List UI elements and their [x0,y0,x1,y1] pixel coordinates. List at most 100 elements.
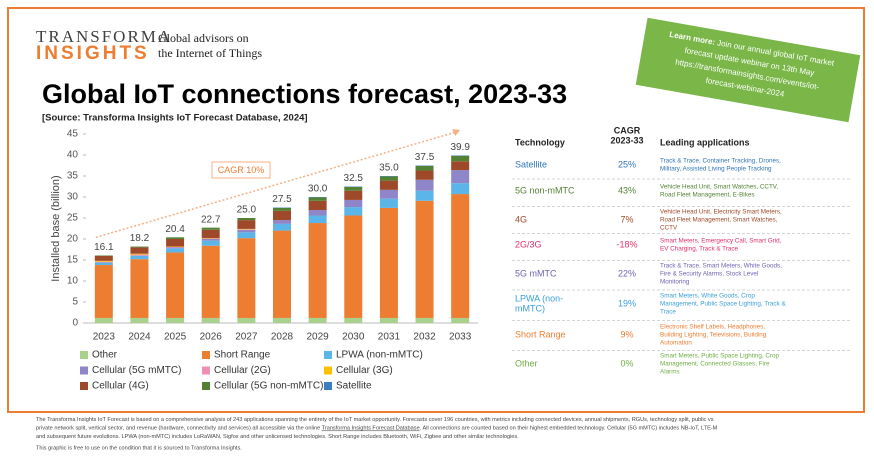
bar-segment [416,171,434,180]
row-cagr: 22% [618,268,636,278]
total-label: 35.0 [379,163,399,174]
row-applications: Automation [660,340,692,347]
row-cagr: 25% [618,159,636,169]
footer-text: private network split, vertical sector, … [36,426,718,432]
bar-segment [309,318,327,323]
footer-link[interactable]: Transforma Insights Forecast Database [322,426,420,432]
legend-label: Cellular (2G) [214,365,271,376]
legend-label: Cellular (5G mMTC) [92,365,181,376]
row-cagr: -18% [616,239,637,249]
bar-segment [202,246,220,318]
bar-segment [166,248,184,252]
bar-segment [344,215,362,317]
legend-swatch [324,382,332,390]
y-tick-label: 45 [67,129,79,140]
row-technology: Satellite [515,159,547,169]
x-tick-label: 2032 [413,332,436,343]
row-technology: 2G/3G [515,239,542,249]
row-applications: Road Fleet Management, Smart Watches, [660,217,778,224]
x-tick-label: 2033 [449,332,472,343]
bar-segment [273,211,291,220]
bar-segment [95,265,113,318]
bar-segment [130,247,148,248]
bar-segment [273,231,291,318]
x-tick-label: 2030 [342,332,365,343]
row-applications: Building Lighting, Televisions, Building [660,332,767,339]
table-header: Technology [515,137,565,147]
bar-segment [202,228,220,230]
annotation: CAGR 10% [218,165,265,175]
bar-segment [166,252,184,318]
row-technology: Short Range [515,329,566,339]
total-label: 16.1 [94,242,114,253]
row-technology: 5G mMTC [515,268,557,278]
y-tick-label: 30 [67,192,79,203]
bar-segment [416,201,434,318]
bar-segment [309,201,327,210]
bar-segment [237,238,255,318]
bar-segment [95,256,113,261]
footer-text: This graphic is free to use on the condi… [36,446,242,452]
table-header: CAGR [614,125,641,135]
total-label: 27.5 [272,194,292,205]
legend-label: Other [92,350,118,361]
total-label: 39.9 [450,142,470,153]
bar-segment [95,262,113,263]
table-header: 2023-33 [610,135,643,145]
x-tick-label: 2026 [200,332,223,343]
bar-segment [130,254,148,255]
bar-segment [451,170,469,183]
bar-segment [202,230,220,238]
bar-segment [166,237,184,239]
bar-segment [451,183,469,194]
x-tick-label: 2028 [271,332,294,343]
bar-segment [380,181,398,190]
bar-segment [344,318,362,323]
row-applications: Vehicle Head Unit, Electricity Smart Met… [660,209,782,216]
row-applications: Road Fleet Management, E-Bikes [660,192,755,199]
y-tick-label: 35 [67,171,79,182]
total-label: 30.0 [308,184,328,195]
bar-segment [416,166,434,171]
bar-segment [202,318,220,323]
bar-segment [273,220,291,224]
bar-segment [416,318,434,323]
row-applications: Management, Connected Glasses, Fire [660,361,770,368]
row-applications: Electronic Shelf Labels, Headphones, [660,324,765,331]
bar-segment [166,247,184,248]
row-applications: Smart Meters, White Goods, Crop [660,293,755,300]
source: [Source: Transforma Insights IoT Forecas… [42,113,308,124]
row-applications: Management, Public Space Lighting, Track… [660,301,786,308]
bar-segment [95,261,113,262]
row-applications: Vehicle Head Unit, Smart Watches, CCTV, [660,184,778,191]
banner: Learn more: Join our annual global IoT m… [636,18,861,122]
bar-segment [166,239,184,247]
row-technology: Other [515,358,538,368]
total-label: 37.5 [415,152,435,163]
bar-segment [451,161,469,170]
y-tick-label: 40 [67,150,79,161]
legend-swatch [202,367,210,375]
bar-segment [380,190,398,199]
bar-segment [380,318,398,323]
row-technology: 4G [515,214,527,224]
bar-segment [273,318,291,323]
bar-segment [344,187,362,191]
bar-segment [309,197,327,200]
legend-label: LPWA (non-mMTC) [336,350,423,361]
bar-segment [380,208,398,318]
row-cagr: 43% [618,185,636,195]
bar-segment [130,255,148,256]
logo-bottom: INSIGHTS [36,43,150,64]
row-applications: Smart Meters, Public Space Lighting, Cro… [660,353,779,360]
legend-label: Cellular (3G) [336,365,393,376]
bar-segment [451,194,469,318]
footer-part: private network split, vertical sector, … [36,426,322,432]
bar-segment [237,218,255,220]
bar-segment [130,318,148,323]
bar-segment [309,215,327,223]
bar-segment [95,263,113,266]
bar-segment [237,232,255,238]
y-tick-label: 25 [67,213,79,224]
